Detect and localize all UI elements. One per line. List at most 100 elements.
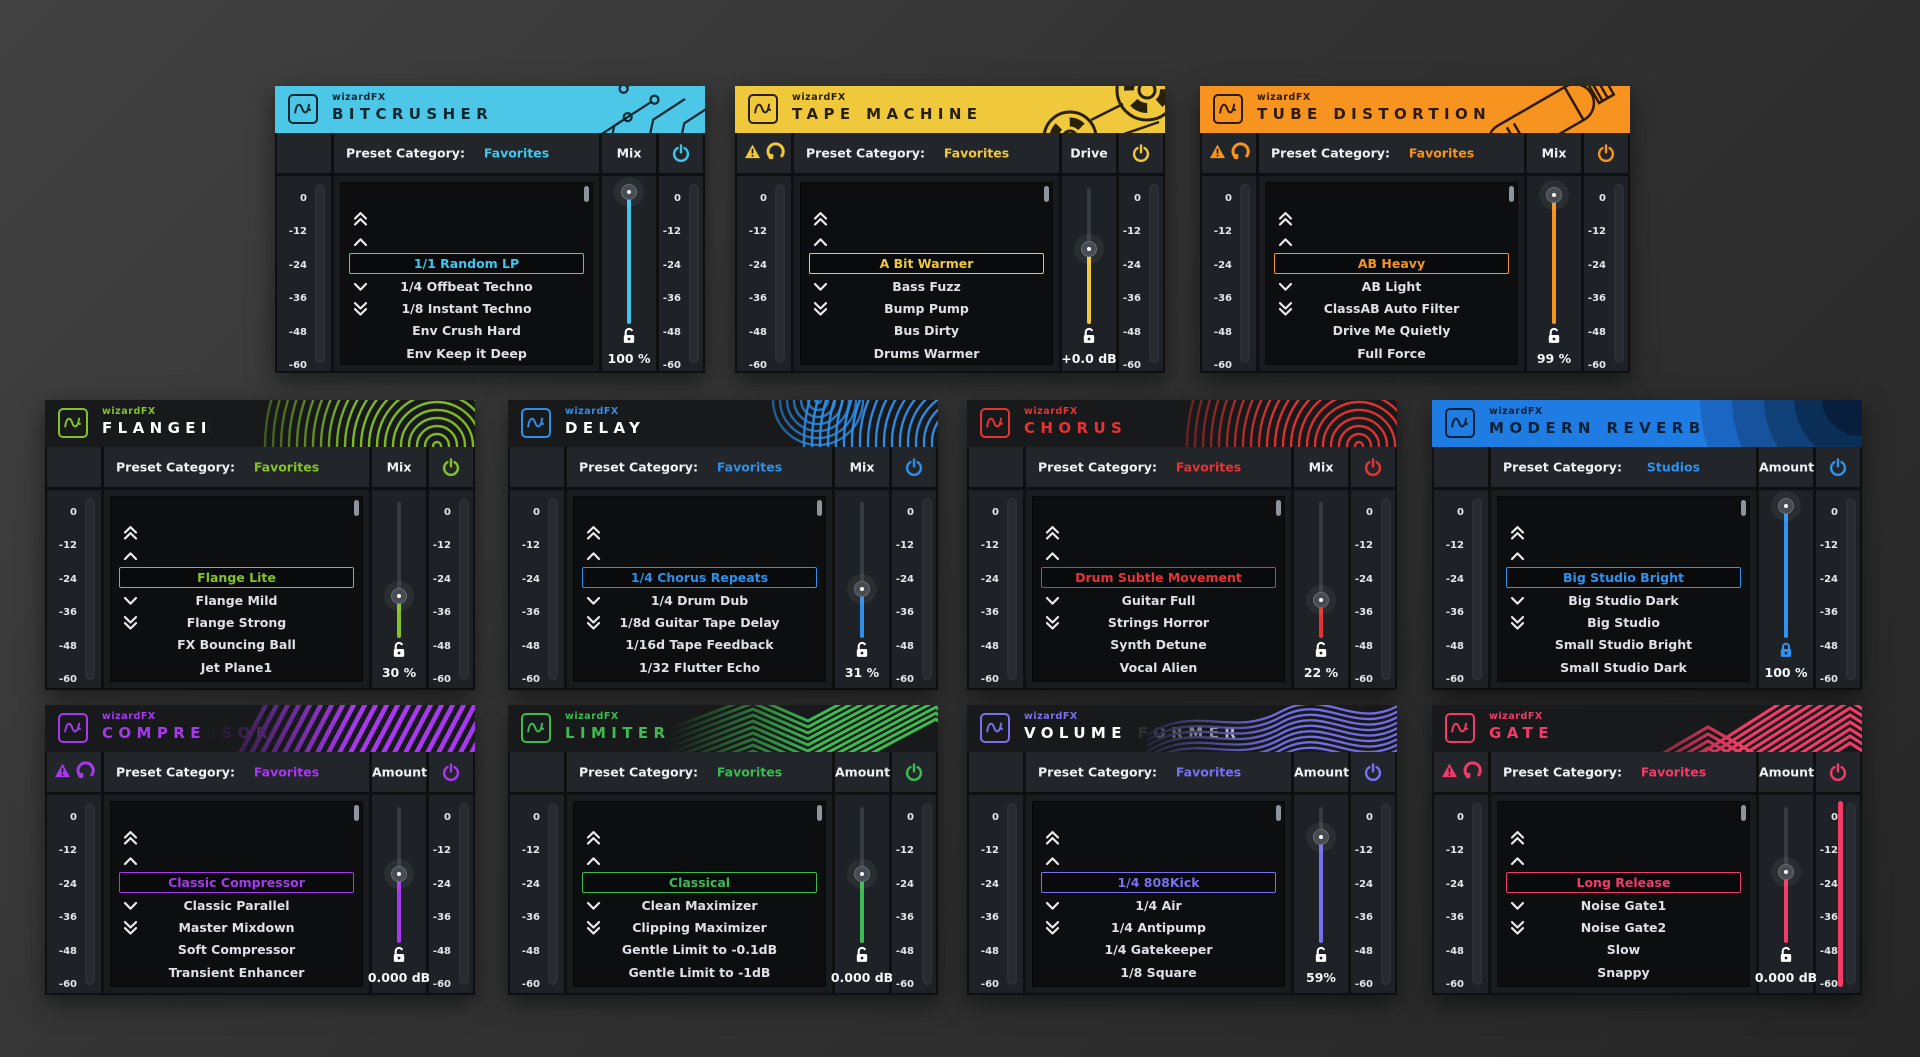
preset-selected[interactable]: Drum Subtle Movement <box>1041 567 1276 589</box>
slider-track[interactable] <box>1784 502 1788 638</box>
preset-item[interactable]: Master Mixdown <box>111 917 362 939</box>
preset-item[interactable]: 1/16d Tape Feedback <box>625 637 774 653</box>
preset-item[interactable]: FX Bouncing Ball <box>177 637 296 653</box>
preset-item[interactable]: Flange Mild <box>111 590 362 612</box>
double-chevron-down-icon[interactable] <box>123 616 138 631</box>
preset-selected[interactable]: 1/4 Chorus Repeats <box>582 567 817 589</box>
preset-category-value[interactable]: Favorites <box>1175 764 1242 780</box>
chevron-down-icon[interactable] <box>1510 901 1525 911</box>
preset-category-value[interactable]: Favorites <box>943 145 1010 161</box>
chevron-down-icon[interactable] <box>123 901 138 911</box>
slider-track[interactable] <box>1319 807 1323 943</box>
chevron-down-icon[interactable] <box>1045 596 1060 606</box>
preset-item[interactable]: Full Force <box>1357 345 1426 361</box>
double-chevron-up-icon[interactable] <box>586 831 601 846</box>
power-icon[interactable] <box>672 144 690 163</box>
preset-category-value[interactable]: Favorites <box>483 145 550 161</box>
preset-category-value[interactable]: Favorites <box>253 459 320 475</box>
lock-open-icon[interactable] <box>372 945 426 964</box>
preset-item[interactable]: Noise Gate1 <box>1498 895 1749 917</box>
preset-selected[interactable]: Classic Compressor <box>119 872 354 894</box>
lock-open-icon[interactable] <box>1294 640 1348 659</box>
preset-item[interactable]: Env Keep it Deep <box>406 345 527 361</box>
chevron-up-icon[interactable] <box>586 856 601 866</box>
chevron-down-icon[interactable] <box>586 596 601 606</box>
preset-item[interactable]: Synth Detune <box>1110 637 1207 653</box>
preset-item[interactable]: Small Studio Bright <box>1554 637 1693 653</box>
headphones-icon[interactable] <box>766 142 786 165</box>
preset-item[interactable]: Guitar Full <box>1033 590 1284 612</box>
scrollbar-thumb[interactable] <box>1276 500 1281 516</box>
preset-item[interactable]: Env Crush Hard <box>412 323 521 339</box>
lock-open-icon[interactable] <box>1062 326 1116 345</box>
preset-item[interactable]: Classic Parallel <box>111 895 362 917</box>
double-chevron-down-icon[interactable] <box>586 921 601 936</box>
chevron-down-icon[interactable] <box>123 596 138 606</box>
preset-item[interactable]: Bass Fuzz <box>801 276 1052 298</box>
chevron-down-icon[interactable] <box>586 901 601 911</box>
slider-track[interactable] <box>627 188 631 324</box>
preset-item[interactable]: 1/4 Antipump <box>1033 917 1284 939</box>
chevron-up-icon[interactable] <box>813 237 828 247</box>
double-chevron-down-icon[interactable] <box>1045 921 1060 936</box>
power-icon[interactable] <box>442 763 460 782</box>
preset-selected[interactable]: AB Heavy <box>1274 253 1509 275</box>
preset-item[interactable]: Big Studio <box>1498 612 1749 634</box>
slider-track[interactable] <box>1552 188 1556 324</box>
preset-item[interactable]: ClassAB Auto Filter <box>1266 298 1517 320</box>
lock-open-icon[interactable] <box>835 640 889 659</box>
power-icon[interactable] <box>1597 144 1615 163</box>
preset-item[interactable]: Jet Plane1 <box>200 659 273 675</box>
double-chevron-down-icon[interactable] <box>813 302 828 317</box>
double-chevron-down-icon[interactable] <box>1510 921 1525 936</box>
double-chevron-up-icon[interactable] <box>586 526 601 541</box>
preset-item[interactable]: 1/4 Offbeat Techno <box>341 276 592 298</box>
preset-category-value[interactable]: Favorites <box>716 764 783 780</box>
lock-open-icon[interactable] <box>602 326 656 345</box>
double-chevron-up-icon[interactable] <box>1045 831 1060 846</box>
slider-track[interactable] <box>860 502 864 638</box>
preset-category-value[interactable]: Studios <box>1646 459 1701 475</box>
preset-item[interactable]: Clipping Maximizer <box>574 917 825 939</box>
preset-item[interactable]: Bus Dirty <box>893 323 960 339</box>
preset-selected[interactable]: A Bit Warmer <box>809 253 1044 275</box>
headphones-icon[interactable] <box>76 761 96 784</box>
preset-item[interactable]: Clean Maximizer <box>574 895 825 917</box>
chevron-up-icon[interactable] <box>353 237 368 247</box>
preset-category-value[interactable]: Favorites <box>1640 764 1707 780</box>
scrollbar-thumb[interactable] <box>817 805 822 821</box>
power-icon[interactable] <box>1364 458 1382 477</box>
chevron-up-icon[interactable] <box>1278 237 1293 247</box>
preset-item[interactable]: Strings Horror <box>1033 612 1284 634</box>
lock-open-icon[interactable] <box>1759 945 1813 964</box>
preset-item[interactable]: 1/32 Flutter Echo <box>638 659 761 675</box>
lock-open-icon[interactable] <box>835 945 889 964</box>
power-icon[interactable] <box>442 458 460 477</box>
preset-item[interactable]: 1/8 Square <box>1120 964 1197 980</box>
preset-item[interactable]: AB Light <box>1266 276 1517 298</box>
preset-item[interactable]: Vocal Alien <box>1119 659 1198 675</box>
preset-item[interactable]: Transient Enhancer <box>168 964 305 980</box>
scrollbar-thumb[interactable] <box>1044 186 1049 202</box>
preset-item[interactable]: 1/8d Guitar Tape Delay <box>574 612 825 634</box>
headphones-icon[interactable] <box>1463 761 1483 784</box>
double-chevron-up-icon[interactable] <box>1278 212 1293 227</box>
power-icon[interactable] <box>905 763 923 782</box>
scrollbar-thumb[interactable] <box>817 500 822 516</box>
slider-track[interactable] <box>397 502 401 638</box>
preset-item[interactable]: Small Studio Dark <box>1560 659 1687 675</box>
power-icon[interactable] <box>1829 458 1847 477</box>
power-icon[interactable] <box>1364 763 1382 782</box>
preset-item[interactable]: 1/8 Instant Techno <box>341 298 592 320</box>
scrollbar-thumb[interactable] <box>1509 186 1514 202</box>
preset-category-value[interactable]: Favorites <box>253 764 320 780</box>
double-chevron-down-icon[interactable] <box>1278 302 1293 317</box>
power-icon[interactable] <box>1132 144 1150 163</box>
preset-item[interactable]: Gentle Limit to -1dB <box>628 964 771 980</box>
double-chevron-down-icon[interactable] <box>586 616 601 631</box>
headphones-icon[interactable] <box>1231 142 1251 165</box>
power-icon[interactable] <box>1829 763 1847 782</box>
double-chevron-up-icon[interactable] <box>813 212 828 227</box>
chevron-up-icon[interactable] <box>586 551 601 561</box>
chevron-up-icon[interactable] <box>1510 551 1525 561</box>
